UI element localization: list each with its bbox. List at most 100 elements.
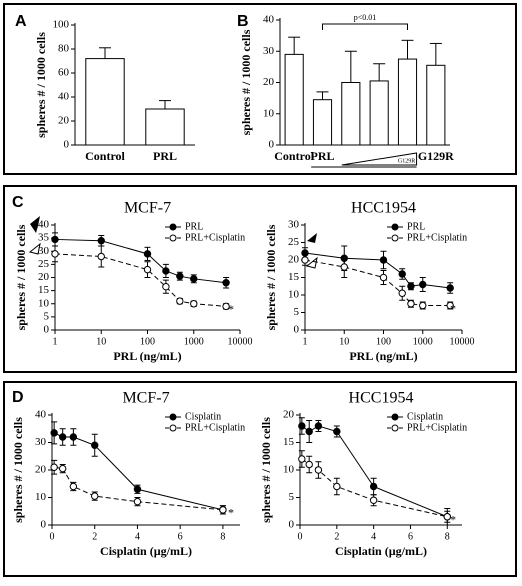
panel-label: D bbox=[12, 389, 24, 406]
y-tick-label: 10 bbox=[288, 289, 300, 301]
legend-label: PRL+Cisplatin bbox=[407, 232, 467, 243]
series-line bbox=[54, 466, 223, 511]
x-tick-label: 8 bbox=[220, 531, 225, 542]
data-point bbox=[398, 270, 406, 278]
data-point bbox=[91, 441, 99, 449]
legend-marker bbox=[169, 234, 177, 242]
data-point bbox=[446, 301, 454, 310]
y-tick-label: 0 bbox=[269, 139, 275, 151]
legend-marker bbox=[169, 223, 177, 231]
y-tick-label: 60 bbox=[58, 67, 70, 79]
y-axis-label: spheres # / 1000 cells bbox=[11, 417, 25, 523]
y-tick-label: 15 bbox=[283, 436, 295, 448]
y-tick-label: 80 bbox=[58, 43, 70, 55]
x-tick-label: 8 bbox=[445, 531, 450, 542]
data-point bbox=[298, 455, 306, 463]
chart-title: HCC1954 bbox=[349, 390, 414, 407]
data-point bbox=[419, 280, 427, 289]
legend-marker bbox=[391, 424, 399, 432]
arrow bbox=[28, 242, 41, 255]
annotation: * bbox=[228, 302, 234, 316]
data-point bbox=[58, 433, 67, 441]
y-tick-label: 10 bbox=[35, 491, 47, 503]
y-tick-label: 40 bbox=[263, 14, 275, 26]
y-tick-label: 20 bbox=[283, 409, 295, 421]
data-point bbox=[58, 464, 67, 473]
data-point bbox=[333, 427, 341, 436]
data-point bbox=[51, 235, 59, 244]
y-tick-label: 0 bbox=[44, 324, 50, 336]
data-point bbox=[162, 267, 170, 275]
x-tick-label: 100 bbox=[140, 336, 155, 347]
legend-marker bbox=[169, 413, 177, 421]
x-tick-label: 10 bbox=[339, 336, 349, 347]
y-tick-label: 40 bbox=[35, 409, 47, 421]
legend-marker bbox=[391, 413, 399, 421]
data-point bbox=[398, 289, 406, 297]
bracket bbox=[322, 23, 408, 30]
gradient-triangle bbox=[341, 152, 418, 166]
data-point bbox=[190, 275, 198, 283]
data-point bbox=[419, 301, 427, 310]
arrow bbox=[30, 216, 40, 233]
bar bbox=[284, 53, 304, 146]
chart-title: MCF-7 bbox=[122, 390, 169, 407]
y-tick-label: 10 bbox=[38, 297, 50, 309]
y-tick-label: 20 bbox=[58, 115, 70, 127]
bar bbox=[312, 99, 333, 146]
chart-title: MCF-7 bbox=[124, 200, 171, 217]
y-tick-label: 0 bbox=[289, 519, 295, 531]
x-axis-label: PRL (ng/mL) bbox=[113, 349, 181, 363]
data-point bbox=[69, 433, 78, 441]
data-point bbox=[305, 460, 313, 469]
x-tick-label: PRL bbox=[153, 149, 177, 163]
legend-marker bbox=[169, 424, 177, 432]
y-tick-label: 15 bbox=[38, 284, 50, 296]
y-tick-label: 20 bbox=[288, 254, 300, 266]
bar bbox=[369, 80, 389, 146]
legend-label: Cisplatin bbox=[185, 411, 221, 422]
x-tick-label: 6 bbox=[178, 531, 183, 542]
data-point bbox=[69, 482, 78, 491]
data-point bbox=[407, 300, 415, 308]
y-tick-label: 0 bbox=[64, 139, 70, 151]
y-tick-label: 0 bbox=[41, 519, 47, 531]
data-point bbox=[50, 429, 58, 437]
data-point bbox=[50, 463, 58, 471]
x-tick-label: 0 bbox=[298, 531, 303, 542]
data-point bbox=[314, 422, 323, 430]
data-point bbox=[162, 282, 170, 291]
y-tick-label: 25 bbox=[288, 236, 300, 248]
x-tick-label: 2 bbox=[92, 531, 97, 542]
series-line bbox=[301, 458, 448, 518]
panel-label: C bbox=[12, 194, 24, 211]
bar bbox=[341, 82, 361, 146]
annotation: p<0.01 bbox=[354, 13, 377, 22]
arrow bbox=[307, 233, 317, 243]
x-tick-label: 100 bbox=[376, 336, 391, 347]
legend-marker bbox=[391, 234, 399, 242]
bar bbox=[397, 58, 418, 146]
y-tick-label: 30 bbox=[263, 45, 275, 57]
data-point bbox=[333, 482, 341, 491]
panel-box bbox=[3, 381, 517, 577]
series-line bbox=[304, 259, 451, 306]
x-tick-label: 10000 bbox=[228, 336, 253, 347]
x-axis-label: Cisplatin (µg/mL) bbox=[100, 544, 192, 558]
x-tick-label: Control bbox=[85, 149, 125, 163]
legend-label: PRL bbox=[407, 221, 425, 232]
legend-label: PRL+Cisplatin bbox=[185, 232, 245, 243]
y-axis-label: spheres # / 1000 cells bbox=[14, 224, 28, 330]
data-point bbox=[219, 506, 227, 514]
data-point bbox=[446, 284, 454, 292]
y-tick-label: 25 bbox=[38, 258, 50, 270]
y-tick-label: 40 bbox=[38, 219, 50, 231]
y-tick-label: 20 bbox=[263, 76, 275, 88]
chart-title: HCC1954 bbox=[351, 200, 416, 217]
legend-label: PRL+Cisplatin bbox=[185, 422, 245, 433]
x-tick-label: 1000 bbox=[413, 336, 433, 347]
annotation: * bbox=[450, 301, 456, 315]
y-tick-label: 0 bbox=[294, 324, 300, 336]
y-axis-label: spheres # / 1000 cells bbox=[259, 417, 273, 523]
